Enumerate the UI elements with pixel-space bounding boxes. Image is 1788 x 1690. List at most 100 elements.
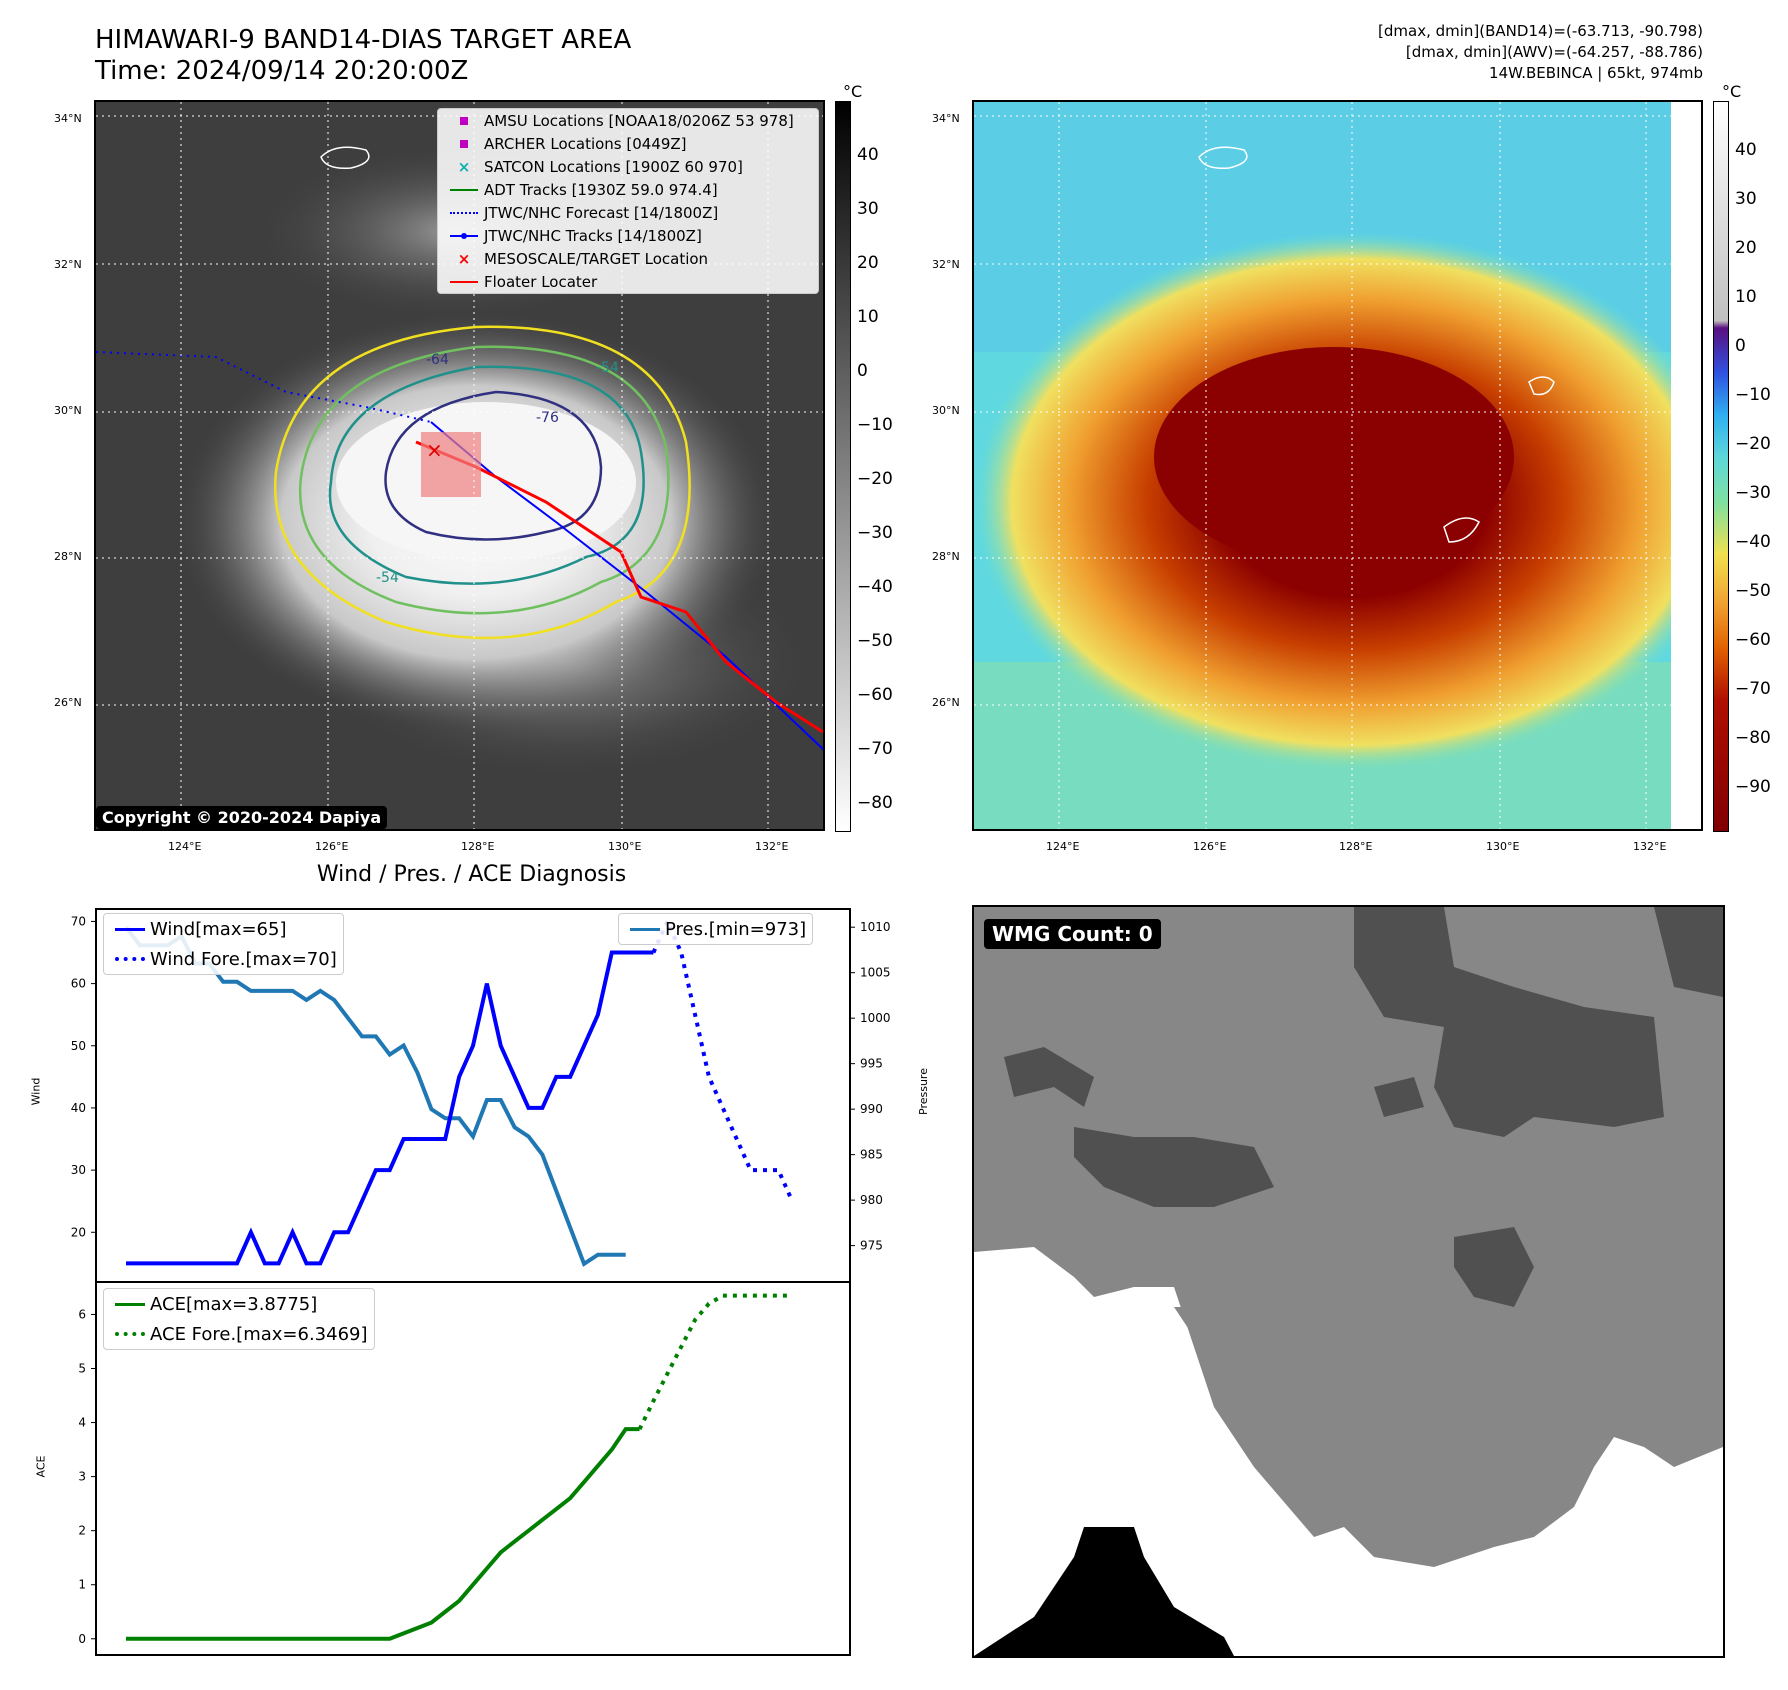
legend-floater: Floater Locater	[438, 270, 818, 293]
wmg-count-badge: WMG Count: 0	[984, 919, 1161, 949]
colorbar-tick-label: 0	[1735, 336, 1746, 356]
colorbar-tick-label: 40	[1735, 140, 1757, 160]
lon-label: 132°E	[1633, 840, 1667, 853]
ir-color-image	[974, 102, 1701, 829]
pressure-tick-label: 975	[860, 1239, 883, 1253]
wind-legend: Wind[max=65] Wind Fore.[max=70]	[103, 913, 344, 975]
pressure-tick-label: 1005	[860, 966, 891, 980]
wind-tick-label: 60	[71, 977, 86, 991]
colorbar-tick-label: −20	[857, 469, 893, 489]
svg-text:-64: -64	[426, 352, 449, 368]
ace-tick-label: 3	[78, 1470, 86, 1484]
pressure-tick-label: 995	[860, 1057, 883, 1071]
pressure-tick-label: 985	[860, 1148, 883, 1162]
pressure-tick-label: 1010	[860, 920, 891, 934]
color-colorbar	[1713, 101, 1729, 832]
ace-line	[126, 1427, 640, 1641]
wind-line	[126, 950, 654, 1266]
pressure-tick-label: 1000	[860, 1011, 891, 1025]
lon-label: 128°E	[1339, 840, 1373, 853]
wind-forecast-line	[651, 916, 795, 1202]
lon-label: 130°E	[1486, 840, 1520, 853]
ace-tick-label: 5	[78, 1361, 86, 1375]
colorbar-tick-label: −10	[1735, 385, 1771, 405]
colorbar-tick-label: −80	[1735, 728, 1771, 748]
diagnosis-title: Wind / Pres. / ACE Diagnosis	[316, 862, 627, 887]
x-marker-icon: ×	[457, 157, 471, 176]
line-marker-icon	[115, 927, 145, 931]
legend-jtwc-tracks: JTWC/NHC Tracks [14/1800Z]	[438, 224, 818, 247]
pressure-tick-label: 980	[860, 1193, 883, 1207]
lat-label: 32°N	[932, 258, 960, 271]
ir-gray-map: × -64 -54 -76 -54 AMSU Locations [NOAA18…	[94, 100, 825, 831]
lon-label: 128°E	[461, 840, 495, 853]
colorbar-tick-label: 20	[1735, 238, 1757, 258]
colorbar-tick-label: −60	[1735, 630, 1771, 650]
lat-label: 32°N	[54, 258, 82, 271]
colorbar-tick-label: −50	[857, 631, 893, 651]
svg-text:-54: -54	[596, 360, 619, 376]
colorbar-unit: °C	[1722, 82, 1742, 101]
colorbar-tick-label: −30	[1735, 483, 1771, 503]
svg-text:-54: -54	[376, 570, 399, 586]
lon-label: 126°E	[315, 840, 349, 853]
line-marker-icon	[450, 280, 478, 283]
lat-label: 34°N	[932, 112, 960, 125]
pressure-tick-label: 990	[860, 1102, 883, 1116]
ace-legend: ACE[max=3.8775] ACE Fore.[max=6.3469]	[103, 1288, 375, 1350]
info-storm: 14W.BEBINCA | 65kt, 974mb	[1489, 64, 1703, 82]
square-marker-icon	[460, 116, 468, 125]
colorbar-tick-label: −20	[1735, 434, 1771, 454]
wind-tick-label: 40	[71, 1101, 86, 1115]
colorbar-unit: °C	[843, 82, 863, 101]
pres-legend: Pres.[min=973]	[618, 913, 814, 945]
ace-tick-label: 4	[78, 1416, 86, 1430]
svg-text:-76: -76	[536, 410, 559, 426]
map-legend: AMSU Locations [NOAA18/0206Z 53 978] ARC…	[437, 108, 819, 294]
wind-tick-label: 70	[71, 914, 86, 928]
gray-colorbar	[835, 101, 851, 832]
info-awv: [dmax, dmin](AWV)=(-64.257, -88.786)	[1405, 43, 1703, 61]
lat-label: 28°N	[54, 550, 82, 563]
colorbar-tick-label: −60	[857, 685, 893, 705]
colorbar-tick-label: 10	[857, 307, 879, 327]
wind-tick-label: 50	[71, 1039, 86, 1053]
ir-color-map	[972, 100, 1703, 831]
colorbar-tick-label: 20	[857, 253, 879, 273]
colorbar-tick-label: −70	[857, 739, 893, 759]
legend-target: × MESOSCALE/TARGET Location	[438, 247, 818, 270]
colorbar-tick-label: 10	[1735, 287, 1757, 307]
colorbar-tick-label: −70	[1735, 679, 1771, 699]
legend-archer: ARCHER Locations [0449Z]	[438, 132, 818, 155]
colorbar-tick-label: −30	[857, 523, 893, 543]
figure-time: Time: 2024/09/14 20:20:00Z	[95, 56, 469, 86]
colorbar-tick-label: 30	[857, 199, 879, 219]
colorbar-tick-label: −50	[1735, 581, 1771, 601]
ace-tick-label: 0	[78, 1632, 86, 1646]
line-marker-icon	[450, 188, 478, 191]
legend-jtwc-forecast: JTWC/NHC Forecast [14/1800Z]	[438, 201, 818, 224]
colorbar-tick-label: −40	[1735, 532, 1771, 552]
colorbar-tick-label: 40	[857, 145, 879, 165]
ace-forecast-line	[637, 1293, 793, 1431]
wind-axis-label: Wind	[29, 1077, 43, 1106]
colorbar-tick-label: 30	[1735, 189, 1757, 209]
lon-label: 132°E	[755, 840, 789, 853]
copyright-badge: Copyright © 2020-2024 Dapiya	[96, 806, 388, 829]
wind-tick-label: 30	[71, 1163, 86, 1177]
legend-adt: ADT Tracks [1930Z 59.0 974.4]	[438, 178, 818, 201]
colorbar-tick-label: −10	[857, 415, 893, 435]
ace-tick-label: 6	[78, 1307, 86, 1321]
wmg-image	[974, 907, 1723, 1656]
svg-text:×: ×	[426, 438, 443, 462]
lat-label: 26°N	[54, 696, 82, 709]
dot-line-icon	[450, 232, 478, 239]
lon-label: 130°E	[608, 840, 642, 853]
dotted-line-icon	[450, 211, 478, 214]
lon-label: 124°E	[168, 840, 202, 853]
wmg-map: WMG Count: 0	[972, 905, 1725, 1658]
lat-label: 28°N	[932, 550, 960, 563]
dotted-line-icon	[115, 957, 145, 961]
square-marker-icon	[460, 139, 468, 148]
lat-label: 30°N	[932, 404, 960, 417]
